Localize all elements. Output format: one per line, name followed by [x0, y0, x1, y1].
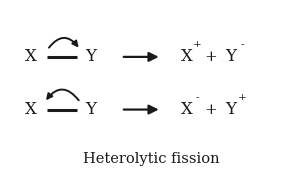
Text: +: +	[205, 103, 217, 117]
Text: Y: Y	[225, 101, 236, 118]
Text: +: +	[205, 50, 217, 64]
Text: Y: Y	[85, 101, 96, 118]
Text: Y: Y	[85, 48, 96, 65]
Text: Y: Y	[225, 48, 236, 65]
Text: X: X	[25, 48, 37, 65]
Text: X: X	[181, 48, 193, 65]
Text: Heterolytic fission: Heterolytic fission	[83, 152, 219, 166]
Text: -: -	[196, 93, 199, 102]
Text: X: X	[25, 101, 37, 118]
Text: -: -	[241, 40, 244, 49]
Text: +: +	[238, 93, 247, 102]
Text: X: X	[181, 101, 193, 118]
Text: +: +	[193, 40, 202, 49]
